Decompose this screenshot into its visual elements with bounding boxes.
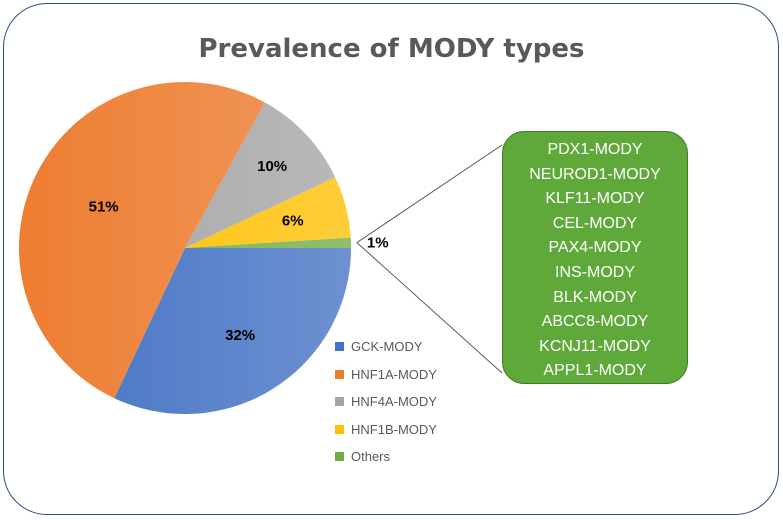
others-item-pdx1-mody: PDX1-MODY — [547, 141, 643, 158]
data-label-gck-mody: 32% — [225, 327, 255, 344]
legend-item-hnf4a-mody: HNF4A-MODY — [335, 388, 437, 416]
legend: GCK-MODY HNF1A-MODY HNF4A-MODY HNF1B-MODY Ot… — [335, 333, 437, 471]
chart-title: Prevalence of MODY types — [198, 34, 585, 64]
connector-line-bottom — [356, 242, 503, 374]
others-item-kcnj11-mody: KCNJ11-MODY — [539, 337, 651, 355]
chart-frame — [3, 3, 779, 515]
legend-label: HNF1B-MODY — [351, 421, 437, 437]
others-item-blk-mody: BLK-MODY — [553, 288, 637, 306]
data-label-hnf4a-mody: 10% — [257, 158, 287, 175]
connector-line-top — [356, 144, 503, 244]
legend-item-gck-mody: GCK-MODY — [335, 333, 437, 361]
legend-item-others: Others — [335, 443, 437, 471]
data-label-hnf1b-mody: 6% — [282, 212, 304, 229]
legend-label: GCK-MODY — [351, 339, 423, 355]
others-item-abcc8-mody: ABCC8-MODY — [541, 313, 649, 331]
others-item-klf11-mody: KLF11-MODY — [545, 190, 645, 208]
data-label-others: 1% — [367, 234, 389, 251]
legend-swatch — [335, 342, 344, 352]
legend-label: HNF4A-MODY — [351, 394, 437, 410]
others-item-ins-mody: INS-MODY — [555, 263, 635, 281]
pie-sheen — [19, 82, 351, 414]
legend-swatch — [335, 397, 344, 407]
legend-swatch — [335, 369, 344, 379]
others-item-cel-mody: CEL-MODY — [552, 214, 638, 232]
legend-label: HNF1A-MODY — [351, 366, 437, 382]
legend-swatch — [335, 424, 344, 434]
legend-item-hnf1a-mody: HNF1A-MODY — [335, 361, 437, 389]
legend-swatch — [335, 452, 344, 462]
others-breakdown-box: PDX1-MODY NEUROD1-MODY KLF11-MODY CEL-MODY P… — [502, 131, 688, 384]
others-item-pax4-mody: PAX4-MODY — [548, 239, 642, 257]
data-label-hnf1a-mody: 51% — [89, 199, 119, 216]
legend-item-hnf1b-mody: HNF1B-MODY — [335, 416, 437, 444]
legend-label: Others — [351, 449, 391, 465]
others-item-neurod1-mody: NEUROD1-MODY — [529, 165, 661, 183]
others-item-appl1-mody: APPL1-MODY — [543, 362, 647, 380]
